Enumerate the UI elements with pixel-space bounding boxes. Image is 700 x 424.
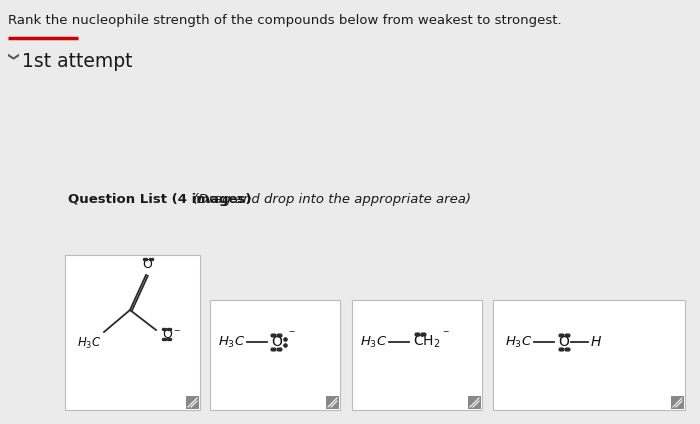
- Text: $H_3C$: $H_3C$: [78, 336, 102, 351]
- Text: $\mathdefault{O}$: $\mathdefault{O}$: [271, 335, 283, 349]
- Bar: [468, 396, 481, 409]
- Text: $\mathdefault{O}$: $\mathdefault{O}$: [558, 335, 570, 349]
- Text: $^-$: $^-$: [441, 329, 450, 339]
- Bar: [210, 300, 340, 410]
- Bar: [352, 300, 482, 410]
- Text: (Drag and drop into the appropriate area): (Drag and drop into the appropriate area…: [189, 193, 471, 206]
- Bar: [186, 396, 199, 409]
- Bar: [493, 300, 685, 410]
- Text: $\mathdefault{O}$: $\mathdefault{O}$: [162, 327, 173, 340]
- Text: $^-$: $^-$: [287, 329, 296, 339]
- Text: $^-$: $^-$: [172, 328, 181, 338]
- Text: $H_3C$: $H_3C$: [218, 335, 245, 349]
- Text: $\mathdefault{CH_2}$: $\mathdefault{CH_2}$: [413, 334, 440, 350]
- Text: $H_3C$: $H_3C$: [360, 335, 387, 349]
- Bar: [326, 396, 339, 409]
- Text: $\mathdefault{O}$: $\mathdefault{O}$: [142, 258, 153, 271]
- Bar: [65, 255, 200, 410]
- Text: Question List (4 images): Question List (4 images): [68, 193, 251, 206]
- Bar: [671, 396, 684, 409]
- Text: $H$: $H$: [590, 335, 602, 349]
- Text: $H_3C$: $H_3C$: [505, 335, 532, 349]
- Text: 1st attempt: 1st attempt: [22, 52, 132, 71]
- Text: ❯: ❯: [5, 52, 16, 61]
- Text: Rank the nucleophile strength of the compounds below from weakest to strongest.: Rank the nucleophile strength of the com…: [8, 14, 561, 27]
